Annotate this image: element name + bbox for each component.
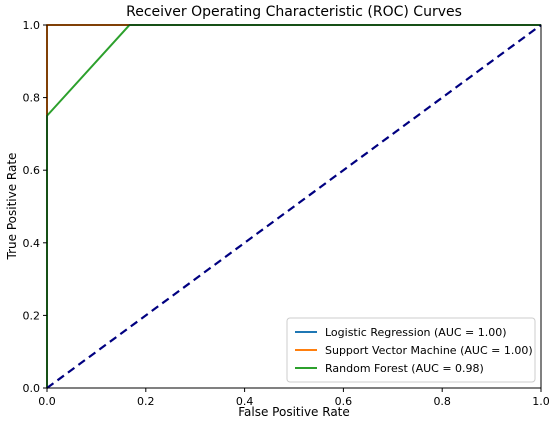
y-tick-label: 1.0 [23, 19, 41, 32]
y-tick-label: 0.4 [23, 237, 41, 250]
x-tick-label: 0.0 [38, 395, 56, 408]
x-tick-label: 1.0 [532, 395, 550, 408]
x-axis-ticks: 0.0 0.2 0.4 0.6 0.8 1.0 [38, 388, 550, 408]
y-axis-label: True Positive Rate [5, 153, 19, 261]
legend-box [286, 317, 536, 383]
x-tick-label: 0.2 [137, 395, 155, 408]
legend-entry: Support Vector Machine (AUC = 1.00) [325, 344, 533, 357]
y-tick-label: 0.2 [23, 309, 41, 322]
x-tick-label: 0.4 [236, 395, 254, 408]
y-axis-ticks: 0.0 0.2 0.4 0.6 0.8 1.0 [23, 19, 47, 395]
y-tick-label: 0.8 [23, 92, 41, 105]
y-tick-label: 0.6 [23, 164, 41, 177]
legend: Logistic Regression (AUC = 1.00) Support … [286, 317, 536, 383]
x-tick-label: 0.6 [335, 395, 353, 408]
chance-diagonal-line [46, 24, 542, 389]
x-axis-label: False Positive Rate [238, 405, 350, 419]
x-tick-label: 0.8 [433, 395, 451, 408]
plot-frame [46, 24, 542, 389]
legend-entry: Logistic Regression (AUC = 1.00) [325, 326, 507, 339]
y-tick-label: 0.0 [23, 382, 41, 395]
chart-title: Receiver Operating Characteristic (ROC) … [126, 4, 462, 20]
legend-entry: Random Forest (AUC = 0.98) [325, 362, 484, 375]
